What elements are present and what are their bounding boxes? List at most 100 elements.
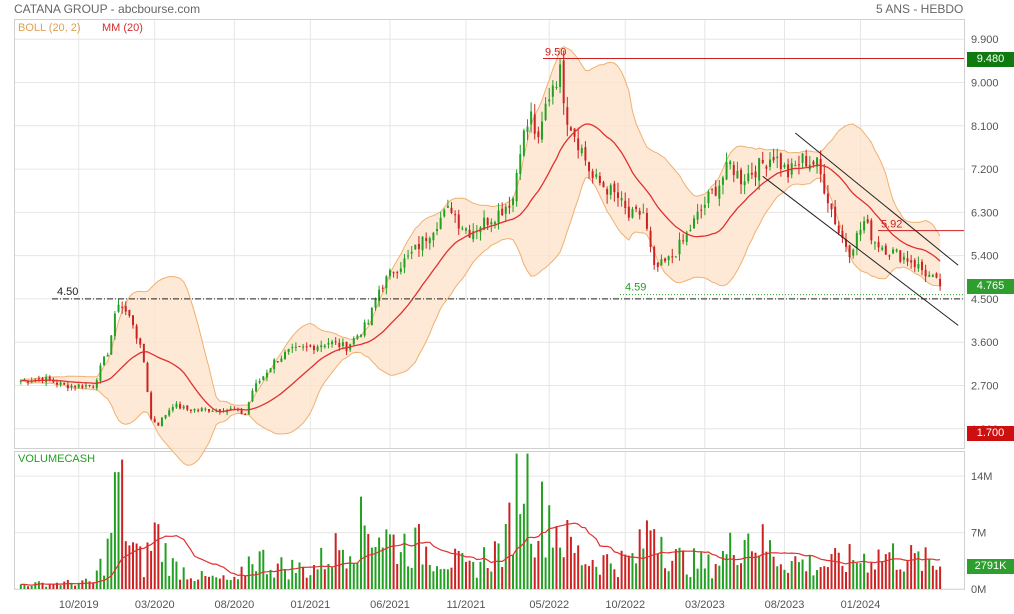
candle-body: [490, 222, 493, 225]
volume-bar: [515, 453, 518, 589]
candle-body: [512, 198, 515, 206]
volume-bar: [309, 575, 312, 589]
moving-average-line: [20, 123, 941, 413]
candle-body: [218, 409, 221, 412]
volume-last-tag: 2791K: [967, 559, 1014, 575]
candle-body: [327, 343, 330, 345]
candle-body: [743, 181, 746, 186]
price-tick-label: 3.600: [971, 337, 999, 349]
volume-bar: [244, 575, 247, 589]
trend-channel-upper[interactable]: [795, 132, 959, 266]
candle-body: [189, 409, 192, 411]
candle-body: [559, 64, 562, 88]
volume-tick-label: 0M: [971, 584, 986, 596]
volume-bar: [287, 579, 290, 589]
volume-bar: [193, 580, 196, 589]
candle-body: [240, 409, 243, 415]
candle-body: [674, 256, 677, 258]
volume-bar: [27, 586, 30, 589]
ma-legend[interactable]: MM (20): [102, 22, 143, 34]
volume-bar: [591, 559, 594, 589]
volume-bar: [142, 577, 145, 589]
volume-bar: [70, 582, 73, 589]
volume-bar: [81, 580, 84, 589]
volume-bar: [750, 551, 753, 589]
candle-body: [696, 211, 699, 220]
volume-bar: [179, 579, 182, 589]
volume-bar: [580, 565, 583, 589]
volume-bar: [892, 543, 895, 589]
candle-body: [378, 289, 381, 302]
min-price-tag: 1.700: [967, 426, 1014, 442]
volume-bar: [805, 571, 808, 589]
bollinger-lower-line: [20, 176, 941, 466]
candle-body: [425, 237, 428, 242]
candle-body: [913, 260, 916, 268]
volume-bar: [399, 552, 402, 589]
volume-bar: [783, 569, 786, 589]
candle-body: [689, 229, 692, 231]
volume-bar: [870, 562, 873, 589]
candle-body: [208, 409, 211, 412]
candle-body: [606, 189, 609, 195]
candle-body: [356, 335, 359, 339]
candle-body: [309, 345, 312, 347]
volume-bar: [761, 524, 764, 589]
candle-body: [63, 382, 66, 385]
volume-bar: [95, 570, 98, 589]
candle-body: [374, 299, 377, 308]
volume-bar: [725, 554, 728, 589]
volume-bar: [229, 580, 232, 589]
volume-bar: [356, 562, 359, 589]
volume-bar: [656, 553, 659, 589]
period-label[interactable]: 5 ANS - HEBDO: [876, 2, 964, 16]
volume-bar: [233, 576, 236, 589]
volume-bar: [218, 578, 221, 589]
volume-bar: [787, 572, 790, 589]
candle-body: [302, 346, 305, 348]
candle-body: [262, 376, 265, 381]
candle-body: [320, 345, 323, 348]
candle-body: [508, 205, 511, 208]
volume-bar: [837, 552, 840, 589]
volume-bar: [551, 547, 554, 589]
volume-bar: [436, 566, 439, 589]
time-tick-label: 01/2021: [290, 599, 330, 611]
volume-legend[interactable]: VOLUMECASH: [18, 453, 96, 465]
volume-bar: [59, 585, 62, 589]
boll-legend[interactable]: BOLL (20, 2): [18, 22, 81, 34]
volume-bar: [226, 579, 229, 589]
volume-bar: [906, 561, 909, 589]
volume-bar: [312, 565, 315, 589]
volume-bar: [52, 584, 55, 589]
candle-body: [179, 404, 182, 409]
volume-bar: [284, 569, 287, 589]
volume-bar: [23, 584, 26, 589]
candle-body: [533, 114, 536, 134]
candle-body: [255, 383, 258, 392]
candle-body: [805, 156, 808, 167]
candle-body: [740, 169, 743, 185]
volume-bar: [338, 550, 341, 589]
candle-body: [714, 186, 717, 196]
candle-body: [381, 287, 384, 289]
volume-bar: [171, 558, 174, 589]
candle-body: [783, 164, 786, 168]
candle-body: [624, 200, 627, 209]
candle-body: [284, 352, 287, 360]
candle-body: [794, 164, 797, 167]
volume-bar: [910, 545, 913, 589]
volume-bar: [566, 520, 569, 589]
candle-body: [801, 153, 804, 163]
volume-bar: [740, 563, 743, 589]
volume-bar: [45, 586, 48, 589]
trend-channel-lower[interactable]: [762, 175, 959, 326]
volume-bar: [352, 564, 355, 589]
candle-body: [497, 210, 500, 223]
candle-body: [642, 212, 645, 214]
candle-body: [323, 345, 326, 348]
candle-body: [577, 138, 580, 151]
volume-bar: [823, 566, 826, 589]
candle-body: [917, 263, 920, 269]
